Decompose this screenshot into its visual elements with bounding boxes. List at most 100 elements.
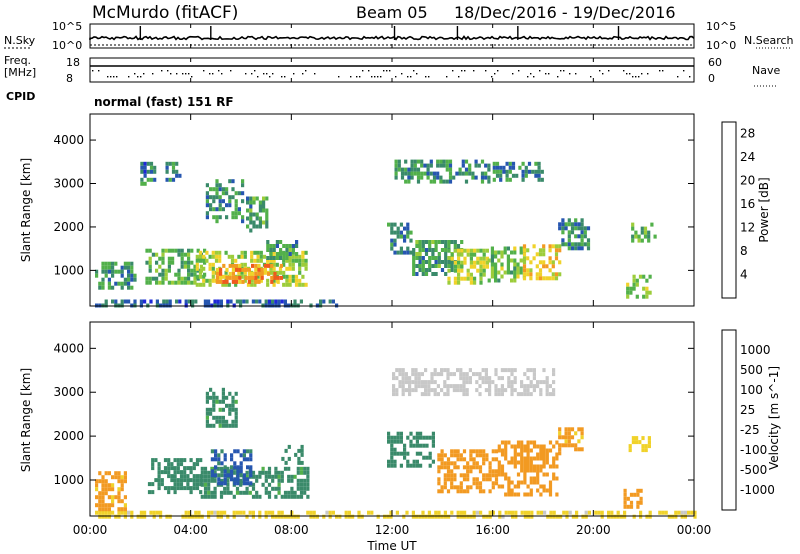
power-cell-6: [249, 196, 253, 201]
power-cell-7: [272, 244, 276, 248]
power-cell-2: [151, 252, 155, 257]
velocity-cell-7: [497, 388, 501, 393]
power-cell-5: [228, 203, 232, 208]
velocity-cell-3: [287, 490, 291, 495]
power-cell-3: [256, 258, 260, 263]
power-cell-14: [482, 264, 486, 269]
velocity-cell-3: [290, 478, 294, 483]
velocity-cell-6: [225, 403, 229, 408]
velocity-cell-0: [587, 510, 591, 515]
velocity-cell-10: [532, 444, 537, 449]
power-cell-4: [235, 263, 239, 268]
power-cell-2: [187, 260, 191, 265]
velocity-cell-2: [183, 458, 187, 463]
power-cell-15: [513, 250, 517, 255]
power-cell-13: [447, 244, 451, 248]
velocity-cell-9: [446, 461, 451, 466]
power-cell-2: [174, 248, 178, 253]
velocity-cell-4: [236, 477, 240, 482]
velocity-cell-7: [510, 368, 514, 373]
power-cell-3: [294, 282, 299, 287]
velocity-cell-7: [443, 392, 447, 397]
velocity-cell-10: [523, 472, 527, 477]
velocity-cell-3: [213, 490, 217, 495]
velocity-cell-10: [513, 448, 517, 453]
power-cell-19: [631, 234, 635, 239]
velocity-cell-1: [95, 487, 99, 492]
velocity-cell-9: [482, 461, 486, 466]
nave-dot: [629, 73, 631, 75]
power-cell-2: [158, 256, 162, 261]
velocity-cell-3: [261, 482, 265, 487]
power-cell-6: [249, 220, 253, 225]
velocity-cell-0: [312, 514, 316, 519]
power-cell-11: [534, 169, 538, 174]
velocity-cell-10: [497, 468, 501, 473]
velocity-cell-0: [405, 510, 409, 515]
velocity-cell-5: [300, 452, 304, 457]
power-cell-3: [198, 282, 203, 287]
power-cell-2: [145, 260, 149, 265]
power-cell-11: [508, 161, 512, 166]
velocity-cell-3: [210, 466, 214, 471]
velocity-cell-11: [558, 427, 562, 432]
velocity-cell-8: [412, 463, 416, 468]
velocity-cell-7: [491, 380, 495, 385]
velocity-cell-0: [511, 514, 515, 519]
velocity-cell-3: [223, 490, 227, 495]
velocity-cell-4: [214, 449, 218, 454]
velocity-cell-8: [409, 439, 413, 444]
velocity-cell-8: [390, 447, 394, 452]
velocity-cell-7: [392, 376, 396, 381]
power-cell-10: [487, 167, 491, 172]
velocity-cell-7: [446, 372, 450, 377]
nave-dot: [221, 73, 223, 75]
power-cell-15: [513, 266, 517, 271]
power-cell-5: [205, 191, 209, 196]
power-cell-2: [203, 272, 207, 277]
nave-dot: [116, 76, 118, 78]
velocity-cell-10: [526, 456, 530, 461]
power-cell-6: [258, 220, 262, 225]
velocity-cell-8: [403, 447, 407, 452]
velocity-cell-7: [472, 372, 476, 377]
velocity-cell-7: [427, 384, 431, 389]
velocity-cell-4: [220, 461, 224, 466]
power-cell-14: [460, 268, 464, 273]
velocity-cell-1: [98, 503, 102, 508]
velocity-cell-10: [536, 452, 540, 457]
power-cell-3: [198, 258, 203, 263]
power-cell-3: [294, 278, 299, 283]
velocity-cell-7: [526, 388, 530, 393]
velocity-cell-2: [183, 466, 187, 471]
velocity-cell-0: [488, 510, 492, 515]
power-cell-14: [453, 280, 457, 285]
power-cell-2: [174, 280, 178, 285]
power-cell-10: [426, 163, 430, 168]
velocity-cell-12: [623, 500, 627, 505]
power-cell-13: [421, 248, 425, 252]
velocity-cell-1: [104, 491, 108, 496]
velocity-cell-8: [406, 451, 410, 456]
velocity-cell-1: [95, 479, 99, 484]
power-cell-17: [580, 234, 584, 239]
velocity-cell-6: [234, 423, 238, 428]
velocity-cell-13: [628, 444, 632, 449]
velocity-cell-9: [450, 481, 454, 486]
velocity-cell-9: [482, 489, 486, 494]
velocity-cell-3: [277, 486, 281, 491]
power-cell-2: [148, 276, 152, 281]
velocity-cell-9: [466, 485, 470, 490]
power-cell-10: [436, 159, 440, 164]
velocity-cell-6: [221, 387, 225, 392]
velocity-cell-10: [523, 476, 527, 481]
noise-left-tick-bottom: 10^0: [52, 39, 82, 52]
power-cell-0: [242, 299, 246, 304]
power-cell-9: [165, 165, 169, 170]
velocity-cell-3: [203, 494, 208, 499]
velocity-cell-9: [469, 485, 473, 490]
power-cell-7: [266, 244, 270, 248]
power-cell-13: [434, 244, 438, 248]
power-cell-3: [221, 282, 225, 287]
velocity-cell-0: [245, 514, 249, 519]
